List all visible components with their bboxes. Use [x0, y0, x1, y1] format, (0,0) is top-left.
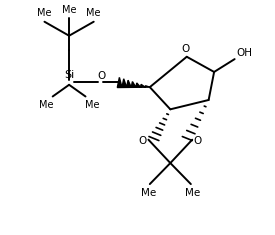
Text: Me: Me	[86, 8, 101, 18]
Text: Si: Si	[64, 70, 74, 80]
Text: Me: Me	[37, 8, 52, 18]
Polygon shape	[117, 77, 150, 87]
Text: OH: OH	[236, 48, 252, 58]
Text: Me: Me	[62, 5, 76, 16]
Text: O: O	[139, 136, 147, 146]
Text: Me: Me	[141, 188, 156, 198]
Text: Me: Me	[39, 100, 53, 110]
Text: Me: Me	[85, 100, 100, 110]
Text: Me: Me	[185, 188, 200, 198]
Text: O: O	[97, 70, 106, 81]
Text: O: O	[193, 136, 201, 146]
Text: O: O	[181, 44, 189, 55]
